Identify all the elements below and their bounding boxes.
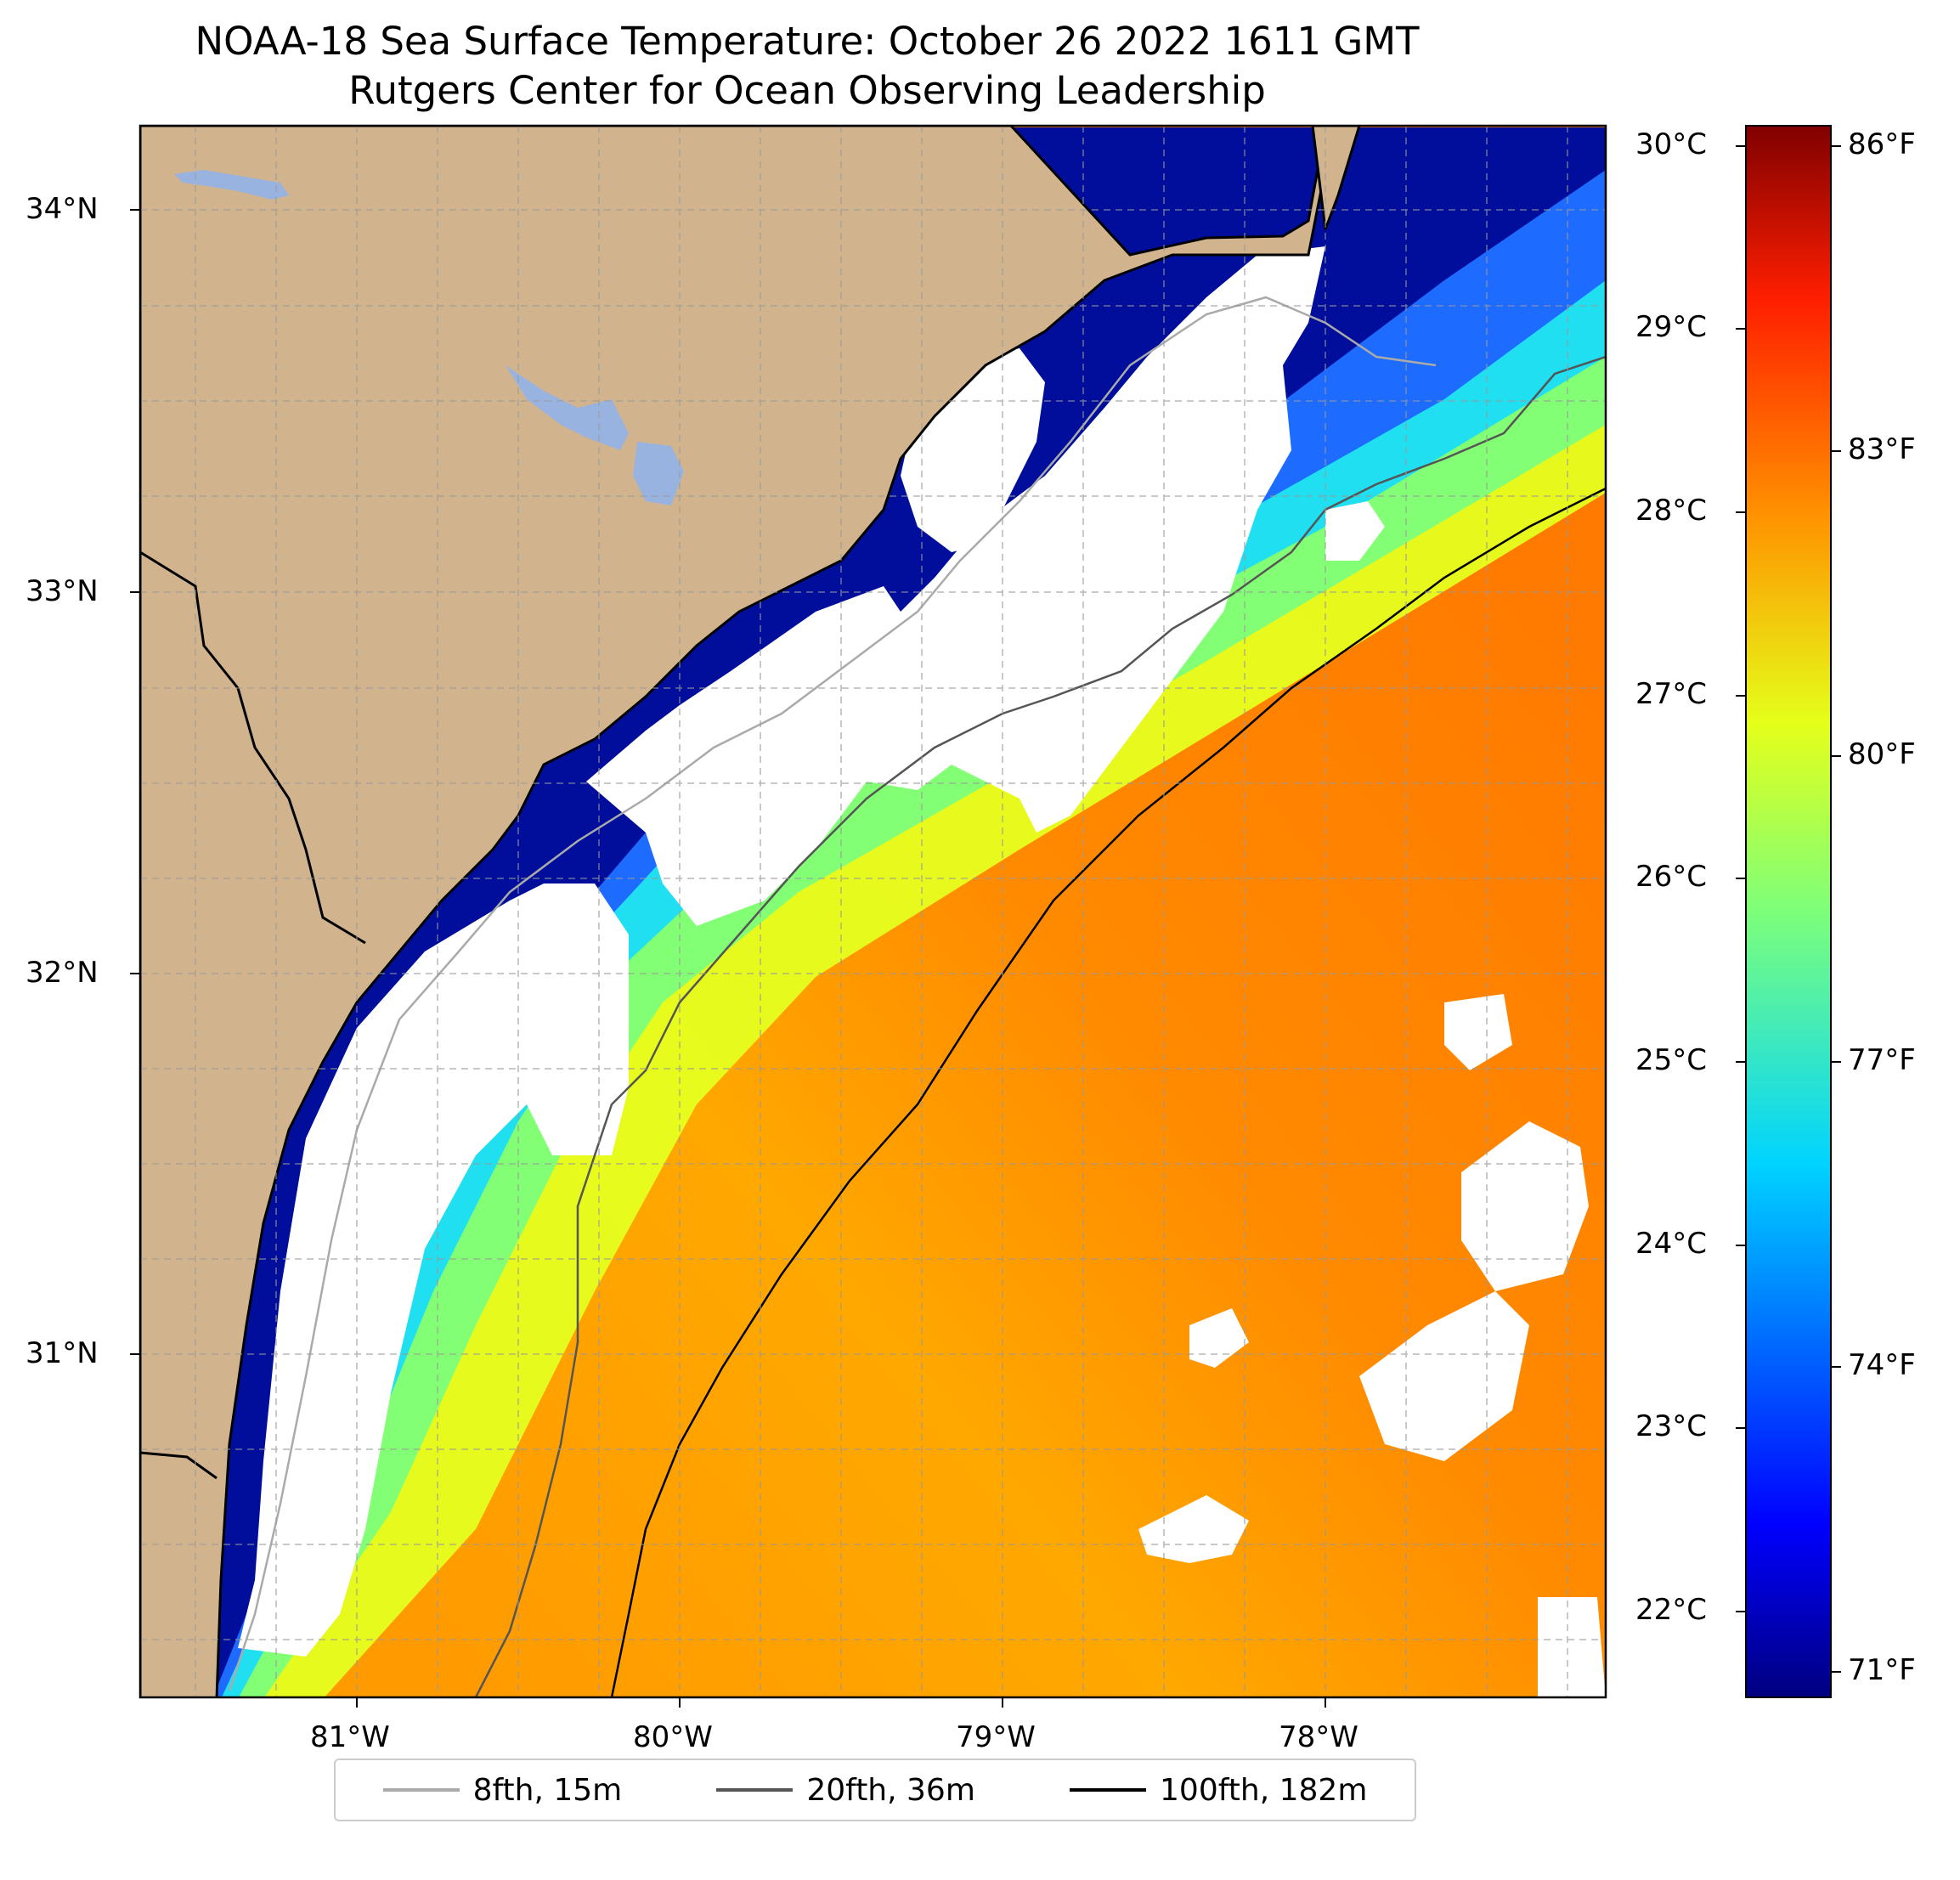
lon-tick-label: 79°W (956, 1720, 1036, 1754)
nodata-patch-south-2 (1189, 1308, 1249, 1368)
legend-item-100fth: 100fth, 182m (1070, 1773, 1367, 1808)
state-border-sc-ga (140, 550, 366, 945)
lon-tick-label: 80°W (633, 1720, 713, 1754)
lake-marion (506, 365, 629, 450)
colorbar-celsius-label: 22°C (1635, 1593, 1708, 1627)
colorbar-celsius-label: 30°C (1635, 127, 1708, 161)
gridlines (140, 126, 1606, 1697)
lake-moultrie (633, 442, 684, 505)
lat-tick-label: 31°N (25, 1336, 99, 1370)
nodata-patch-south-1 (1138, 1495, 1249, 1563)
legend-swatch-20fth (716, 1788, 794, 1792)
title-line-1: NOAA-18 Sea Surface Temperature: October… (195, 19, 1420, 64)
colorbar-fahrenheit-label: 71°F (1848, 1653, 1916, 1687)
nodata-patch-small-1 (1325, 501, 1385, 561)
colorbar-celsius-label: 27°C (1635, 677, 1708, 711)
land-barrier-island (1311, 126, 1361, 230)
colorbar-fahrenheit-label: 77°F (1848, 1043, 1916, 1077)
colorbar-fahrenheit-label: 80°F (1848, 737, 1916, 771)
colorbar-fahrenheit-label: 74°F (1848, 1348, 1916, 1382)
legend-item-8fth: 8fth, 15m (382, 1772, 623, 1808)
map-frame (138, 124, 1607, 1699)
legend-swatch-8fth (382, 1788, 460, 1792)
isobath-100fth (610, 487, 1606, 1697)
nodata-patch-southeast (1538, 1597, 1606, 1697)
legend-label-8fth: 8fth, 15m (472, 1772, 623, 1808)
isobath-20fth (474, 355, 1606, 1697)
legend-swatch-100fth (1070, 1788, 1147, 1792)
lake-north (174, 170, 289, 200)
legend-item-20fth: 20fth, 36m (716, 1773, 975, 1808)
colorbar-celsius-label: 25°C (1635, 1043, 1708, 1077)
colorbar-celsius-label: 26°C (1635, 860, 1708, 894)
lat-tick-label: 34°N (25, 192, 99, 226)
colorbar-celsius-label: 28°C (1635, 494, 1708, 528)
colorbar-fahrenheit-label: 83°F (1848, 432, 1916, 466)
axis-ticks (130, 209, 1326, 1708)
isobath-legend: 8fth, 15m 20fth, 36m 100fth, 182m (334, 1759, 1416, 1821)
nodata-patch-central (586, 246, 1325, 926)
map-plot-area (140, 126, 1606, 1697)
nodata-patch-east-3 (1444, 994, 1512, 1070)
colorbar-ticks (1736, 145, 1841, 1673)
colorbar-celsius-label: 24°C (1635, 1227, 1708, 1261)
lat-tick-label: 33°N (25, 574, 99, 608)
state-border-ga-fl (140, 1451, 217, 1480)
legend-label-20fth: 20fth, 36m (806, 1772, 975, 1808)
colorbar (1745, 125, 1832, 1698)
colorbar-celsius-label: 29°C (1635, 310, 1708, 344)
colorbar-fahrenheit-label: 86°F (1848, 127, 1916, 161)
lon-tick-label: 78°W (1279, 1720, 1358, 1754)
state-border-nc-sc (1010, 126, 1131, 256)
title-line-2: Rutgers Center for Ocean Observing Leade… (348, 68, 1266, 113)
nodata-patch-southwest (238, 884, 629, 1657)
isobath-8fth (228, 296, 1437, 1691)
legend-label-100fth: 100fth, 182m (1160, 1772, 1368, 1808)
lon-tick-label: 81°W (310, 1720, 390, 1754)
colorbar-celsius-label: 23°C (1635, 1409, 1708, 1443)
lat-tick-label: 32°N (25, 956, 99, 990)
